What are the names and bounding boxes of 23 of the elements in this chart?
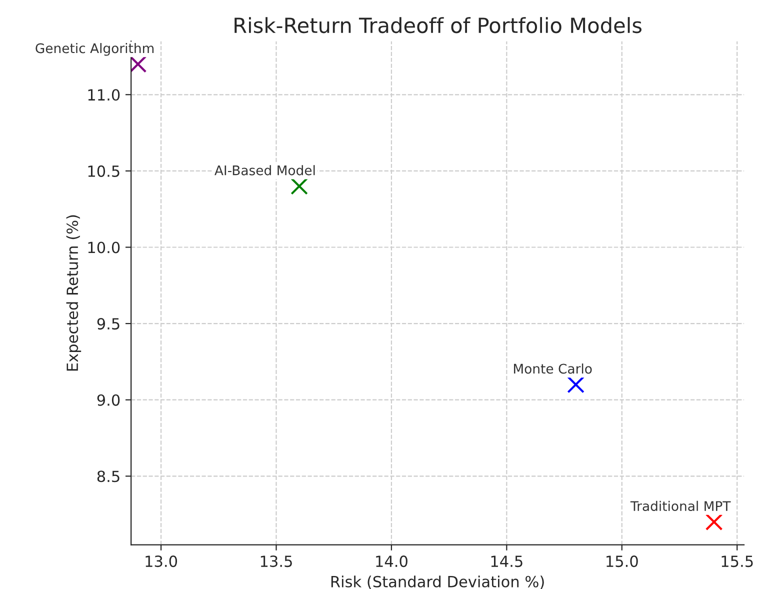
x-tick-label: 13.0 bbox=[146, 556, 178, 568]
series-label: Traditional MPT bbox=[630, 500, 731, 512]
x-tick-label: 15.0 bbox=[606, 556, 638, 568]
series-label: AI-Based Model bbox=[214, 165, 315, 176]
x-tick-label: 14.0 bbox=[376, 556, 408, 568]
y-tick-label: 9.5 bbox=[97, 318, 120, 330]
x-tick-label: 15.5 bbox=[722, 556, 753, 568]
series-label: Monte Carlo bbox=[514, 363, 592, 374]
y-tick-label: 9.0 bbox=[97, 394, 120, 406]
y-tick-label: 10.5 bbox=[88, 165, 120, 177]
chart-title: Risk-Return Tradeoff of Portfolio Models bbox=[234, 17, 642, 34]
x-tick-label: 13.5 bbox=[260, 556, 292, 568]
y-tick-label: 8.5 bbox=[97, 470, 120, 482]
y-tick-label: 10.0 bbox=[88, 242, 120, 254]
point bbox=[567, 376, 584, 394]
y-axis-title: Expected Return (%) bbox=[66, 215, 82, 371]
x-axis-title: Risk (Standard Deviation %) bbox=[331, 576, 544, 589]
x-tick-label: 14.5 bbox=[491, 556, 522, 568]
series-label: Genetic Algorithm bbox=[36, 43, 154, 56]
point bbox=[290, 178, 308, 195]
y-tick-label: 11.0 bbox=[88, 89, 120, 101]
point bbox=[705, 513, 723, 531]
point bbox=[131, 55, 147, 73]
